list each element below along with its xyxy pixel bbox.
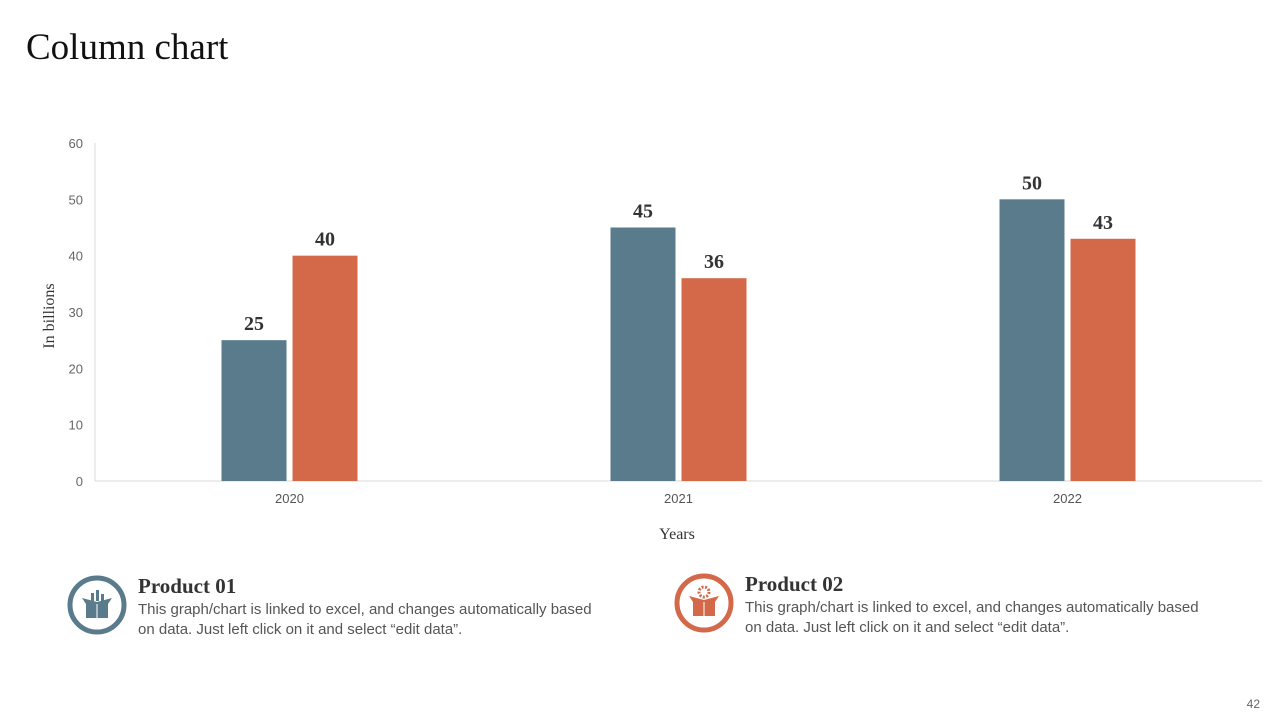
bar-2021-series2 xyxy=(681,278,747,481)
bar-2020-series2 xyxy=(292,255,358,481)
data-label: 36 xyxy=(704,251,724,273)
data-label: 45 xyxy=(633,201,653,223)
data-label: 40 xyxy=(315,229,335,251)
product-description: This graph/chart is linked to excel, and… xyxy=(745,599,1199,636)
slide-title: Column chart xyxy=(26,27,229,68)
y-tick-label: 10 xyxy=(69,418,83,433)
product-title: Product 01 xyxy=(138,574,237,598)
column-chart: 0 10 20 30 40 50 60 2020 25 40 2021 45 36 2022 50 43 Yea… xyxy=(41,136,1262,543)
y-tick-label: 60 xyxy=(69,136,83,151)
bar-2020-series1 xyxy=(221,340,287,481)
bar-2021-series1 xyxy=(610,227,676,481)
box-chart-icon xyxy=(67,575,127,635)
data-label: 25 xyxy=(244,313,264,335)
x-axis-title: Years xyxy=(659,526,695,543)
x-tick-label: 2022 xyxy=(1053,491,1082,506)
page-number: 42 xyxy=(1246,697,1260,711)
bar-2022-series2 xyxy=(1070,238,1136,481)
y-tick-label: 30 xyxy=(69,305,83,320)
product-description: This graph/chart is linked to excel, and… xyxy=(138,601,592,638)
x-tick-label: 2021 xyxy=(664,491,693,506)
y-tick-label: 50 xyxy=(69,192,83,207)
y-tick-label: 40 xyxy=(69,249,83,264)
data-label: 43 xyxy=(1093,212,1113,234)
x-tick-label: 2020 xyxy=(275,491,304,506)
box-gear-icon xyxy=(674,573,734,633)
product-title: Product 02 xyxy=(745,572,844,596)
bar-2022-series1 xyxy=(999,199,1065,482)
y-axis-title: In billions xyxy=(41,283,58,348)
y-tick-label: 20 xyxy=(69,361,83,376)
data-label: 50 xyxy=(1022,172,1042,194)
y-tick-label: 0 xyxy=(76,474,83,489)
